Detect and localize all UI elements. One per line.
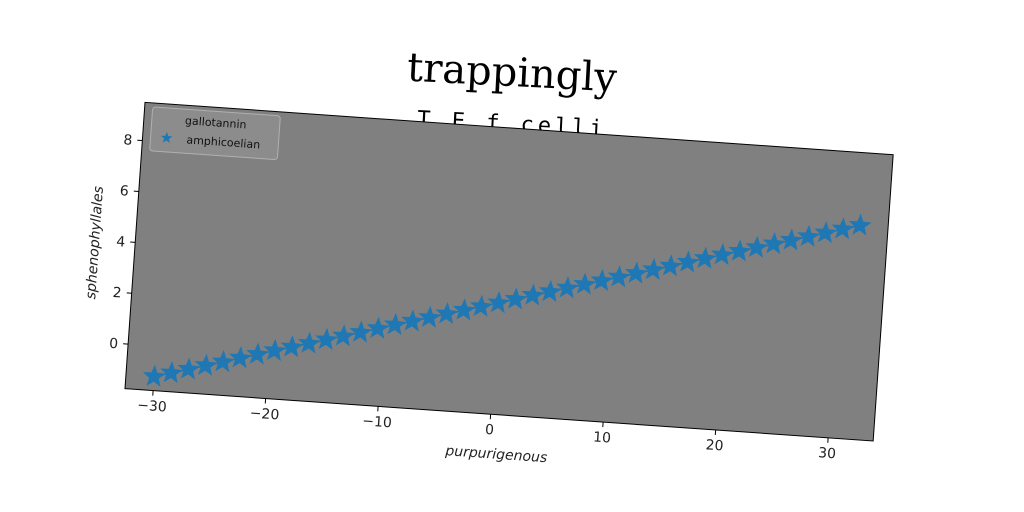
y-tick-label: 2 [112,285,122,302]
star-marker [452,298,476,321]
star-marker [521,283,545,306]
y-axis-label: sphenophyllales [83,186,107,300]
star-marker [401,309,424,332]
star-marker [642,257,665,281]
star-marker [418,305,442,328]
star-marker [745,235,769,258]
x-tick-label: 10 [593,429,612,446]
star-marker [728,239,752,262]
star-marker [487,291,511,314]
x-tick-label: −30 [137,398,168,416]
plot-group: −30 −20 −10 0 10 20 30 0 2 4 6 8 purpurigenous spheno… [83,101,894,466]
star-marker [315,327,338,351]
x-tick-label: −20 [249,405,280,423]
star-marker [366,316,390,339]
x-tick-label: 0 [485,422,495,439]
star-marker [229,346,252,369]
star-marker [194,353,218,376]
star-marker [349,320,373,343]
star-marker [711,243,734,266]
star-marker [573,272,597,295]
star-marker [625,261,648,284]
star-marker [332,324,356,347]
star-marker [246,342,270,365]
star-marker [504,287,528,310]
star-marker [556,276,579,299]
legend-box [149,106,281,161]
star-marker [470,294,493,317]
star-marker [383,312,407,336]
star-marker [160,361,183,384]
legend: gallotannin amphicoelian [149,106,281,161]
star-marker [693,246,717,269]
star-marker [435,302,459,325]
star-marker [814,221,838,244]
star-marker [831,217,855,240]
star-marker [676,250,700,273]
legend-label: amphicoelian [186,133,261,151]
x-axis-label: purpurigenous [444,443,548,466]
star-marker [779,228,803,251]
star-marker [762,232,786,255]
y-tick-label: 4 [116,234,126,251]
star-marker [280,335,304,358]
y-tick-label: 8 [123,132,133,149]
star-marker [177,357,201,380]
star-marker [263,338,287,361]
star-marker [297,331,321,354]
star-marker [607,265,631,288]
star-marker [211,350,235,373]
y-tick-label: 6 [119,183,129,200]
y-tick-label: 0 [109,336,119,353]
legend-star-icon [161,131,173,144]
star-marker [659,254,683,277]
x-tick-label: −10 [362,413,393,431]
star-marker [590,268,614,292]
star-marker [142,364,166,387]
star-marker [538,279,562,302]
x-tick-label: 30 [818,445,837,462]
x-tick-label: 20 [705,437,724,454]
plot-area [124,101,894,442]
legend-title: gallotannin [185,114,247,131]
star-marker [848,213,872,236]
star-marker [797,224,820,247]
